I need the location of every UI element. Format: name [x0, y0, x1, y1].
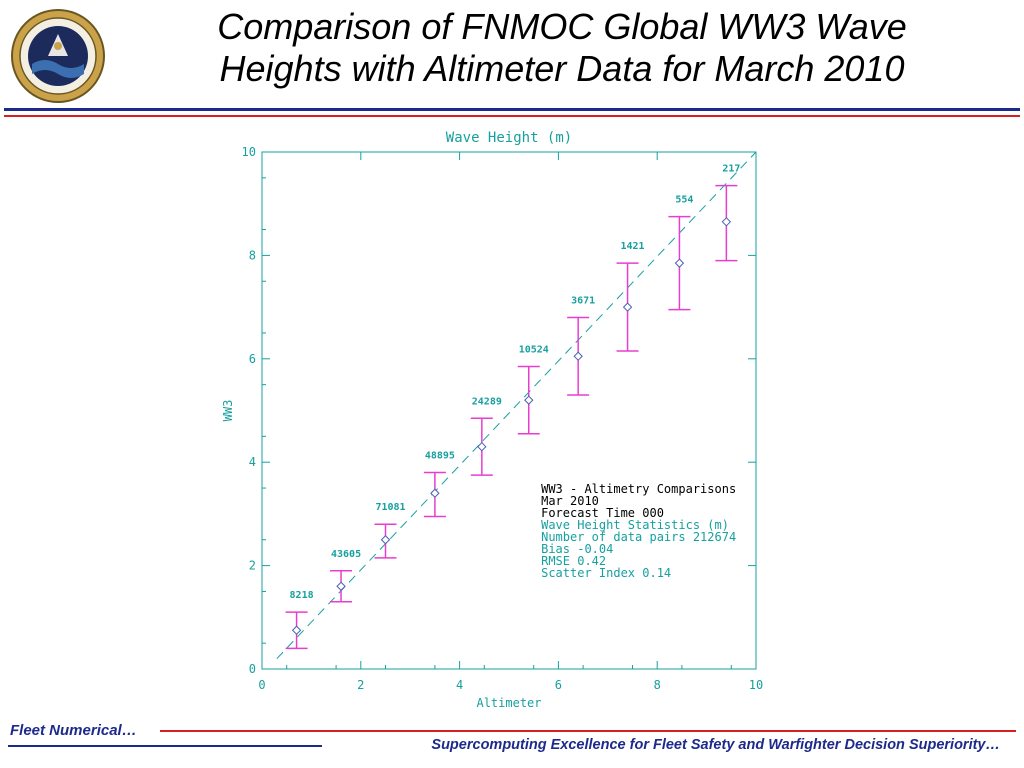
y-tick-label-4: 8	[249, 248, 256, 262]
chart-svg: 0 2 4 6 8 10 0 2 4 6 8 10 Wave Height (m) Altimeter WW…	[221, 130, 763, 710]
data-point-3	[430, 488, 440, 498]
data-point-8	[674, 258, 685, 268]
annotation-stat-4: Scatter Index 0.14	[541, 566, 671, 580]
data-point-6	[573, 351, 583, 361]
x-tick-label-2: 4	[456, 678, 463, 692]
title-line-1: Comparison of FNMOC Global WW3 Wave	[217, 6, 907, 47]
y-tick-label-1: 2	[249, 559, 256, 573]
count-label-5: 10524	[519, 345, 549, 356]
data-point-4	[477, 441, 487, 452]
x-tick-label-5: 10	[749, 678, 763, 692]
data-point-1	[336, 581, 346, 591]
x-tick-label-4: 8	[654, 678, 661, 692]
annotation-header-2: Forecast Time 000	[541, 506, 664, 520]
footer-left-text: Fleet Numerical…	[10, 722, 137, 739]
header-rule-blue	[4, 108, 1020, 111]
x-tick-label-0: 0	[258, 678, 265, 692]
data-point-9	[721, 217, 732, 227]
count-label-4: 24289	[472, 396, 502, 407]
count-label-7: 1421	[621, 241, 645, 252]
slide-title: Comparison of FNMOC Global WW3 Wave Heig…	[112, 6, 1012, 90]
footer-rule-red	[160, 730, 1016, 732]
x-tick-label-3: 6	[555, 678, 562, 692]
y-axis-label: WW3	[221, 400, 235, 422]
annotation-header-0: WW3 - Altimetry Comparisons	[541, 482, 736, 496]
count-label-2: 71081	[375, 502, 405, 513]
x-tick-label-1: 2	[357, 678, 364, 692]
y-tick-label-3: 6	[249, 352, 256, 366]
annotation-stat-2: Bias -0.04	[541, 542, 613, 556]
y-tick-label-0: 0	[249, 662, 256, 676]
data-point-2	[380, 535, 391, 545]
annotation-header-1: Mar 2010	[541, 494, 599, 508]
y-tick-label-5: 10	[242, 145, 256, 159]
count-label-3: 48895	[425, 451, 455, 462]
x-axis-label: Altimeter	[476, 696, 541, 710]
data-point-0	[291, 625, 302, 635]
count-label-0: 8218	[290, 590, 314, 601]
header-rule-red	[4, 115, 1020, 117]
chart-title: Wave Height (m)	[446, 130, 572, 146]
title-line-2: Heights with Altimeter Data for March 20…	[219, 48, 905, 89]
y-tick-label-2: 4	[249, 455, 256, 469]
annotation-stat-0: Wave Height Statistics (m)	[541, 518, 729, 532]
count-label-6: 3671	[571, 295, 595, 306]
count-label-8: 554	[675, 195, 693, 206]
reference-line	[276, 151, 757, 660]
fnmoc-seal-icon	[10, 8, 106, 104]
annotation-stat-1: Number of data pairs 212674	[541, 530, 736, 544]
data-point-5	[524, 395, 534, 405]
fnmoc-seal-graphic	[11, 9, 105, 103]
data-point-7	[622, 302, 633, 312]
wave-height-chart: 0 2 4 6 8 10 0 2 4 6 8 10 Wave Height (m) Altimeter WW…	[206, 122, 786, 712]
footer-rule-blue	[8, 745, 322, 747]
annotation-stat-3: RMSE 0.42	[541, 554, 606, 568]
footer-right-text: Supercomputing Excellence for Fleet Safe…	[431, 737, 1000, 753]
count-label-1: 43605	[331, 549, 361, 560]
count-label-9: 217	[722, 164, 740, 175]
plot-frame	[261, 151, 757, 670]
